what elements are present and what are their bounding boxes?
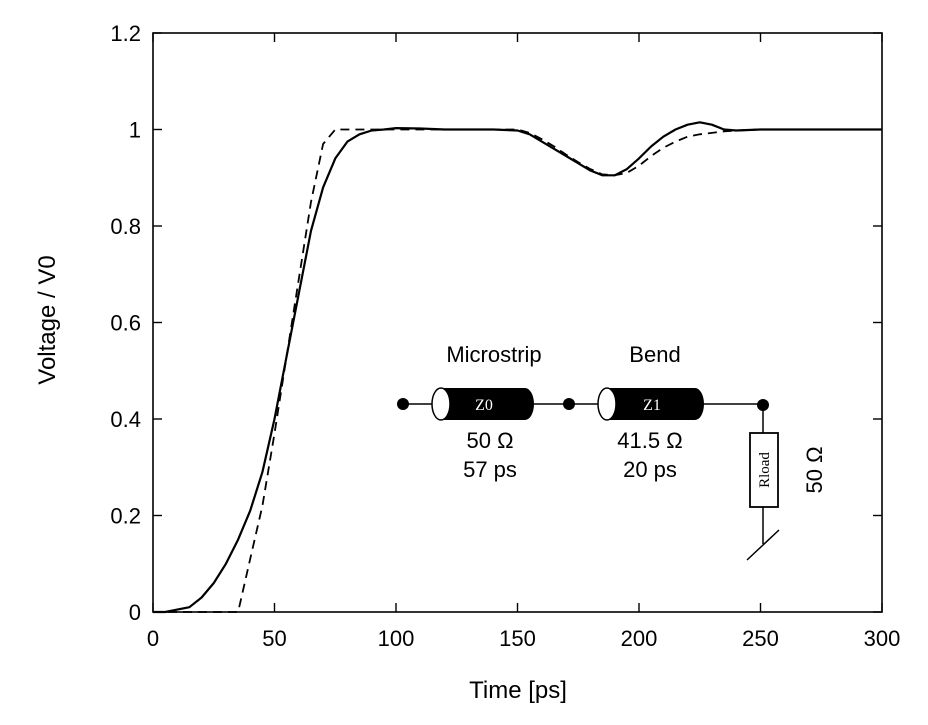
- bend-label: Bend: [629, 342, 680, 367]
- y-tick-label: 1.2: [110, 21, 141, 46]
- z1-impedance: 41.5 Ω: [617, 428, 682, 453]
- x-tick-label: 0: [147, 626, 159, 651]
- node-input: [397, 398, 409, 410]
- line-z0-cylinder: Z0: [431, 387, 534, 421]
- x-tick-label: 300: [864, 626, 901, 651]
- series-line-dashed: [153, 128, 882, 613]
- z0-label: Z0: [475, 397, 493, 414]
- plot-frame: [152, 32, 883, 613]
- x-axis-label: Time [ps]: [469, 677, 567, 704]
- x-tick-label: 100: [378, 626, 415, 651]
- ground-symbol: [746, 529, 780, 561]
- x-tick-label: 200: [621, 626, 658, 651]
- y-tick-label: 1: [129, 118, 141, 143]
- x-tick-label: 50: [262, 626, 286, 651]
- microstrip-label: Microstrip: [446, 342, 541, 367]
- y-tick-label: 0.4: [110, 407, 141, 432]
- load-resistor: Rload: [749, 432, 779, 508]
- y-tick-label: 0.8: [110, 214, 141, 239]
- series-group: [153, 121, 882, 614]
- tick-labels: 0 50 100 150 200 250 300 0 0.2 0.4 0.6 0.8 1 1.2: [110, 21, 900, 651]
- z1-delay: 20 ps: [623, 457, 677, 482]
- y-tick-label: 0: [129, 600, 141, 625]
- series-line-solid: [153, 121, 882, 614]
- x-tick-label: 150: [499, 626, 536, 651]
- x-tick-label: 250: [742, 626, 779, 651]
- y-axis-label: Voltage / V0: [34, 255, 61, 384]
- circuit-inset: Microstrip Bend Z0 Z1 Rload 50 Ω 50 Ω: [397, 342, 827, 561]
- rload-label: Rload: [757, 452, 773, 488]
- z0-delay: 57 ps: [463, 457, 517, 482]
- rload-value: 50 Ω: [802, 446, 827, 493]
- y-tick-label: 0.6: [110, 311, 141, 336]
- z0-impedance: 50 Ω: [466, 428, 513, 453]
- node-middle: [563, 398, 575, 410]
- z1-label: Z1: [643, 397, 661, 414]
- y-tick-label: 0.2: [110, 504, 141, 529]
- axis-ticks: [152, 32, 883, 613]
- line-z1-cylinder: Z1: [597, 387, 704, 421]
